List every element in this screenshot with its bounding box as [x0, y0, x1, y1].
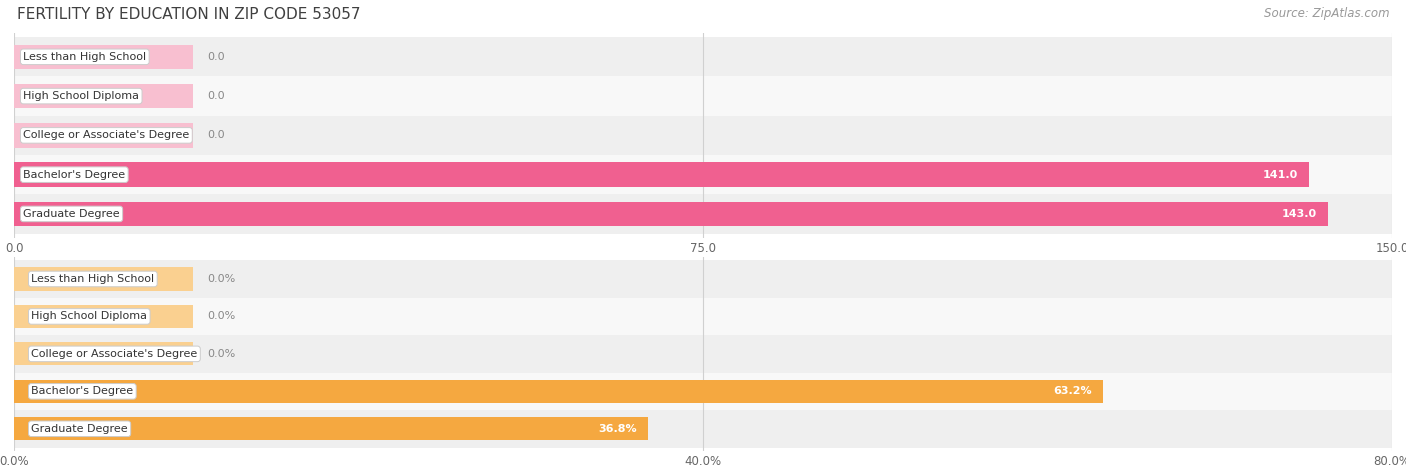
Text: 0.0%: 0.0% — [207, 312, 235, 322]
Bar — [14, 305, 193, 328]
Bar — [14, 76, 1392, 116]
Bar — [14, 202, 1327, 226]
Bar — [14, 298, 1392, 335]
Bar — [14, 417, 648, 440]
Text: 141.0: 141.0 — [1263, 170, 1298, 180]
Text: FERTILITY BY EDUCATION IN ZIP CODE 53057: FERTILITY BY EDUCATION IN ZIP CODE 53057 — [17, 7, 360, 22]
Text: 0.0: 0.0 — [207, 130, 225, 141]
Text: 0.0%: 0.0% — [207, 349, 235, 359]
Bar — [14, 162, 1309, 187]
Text: 0.0: 0.0 — [207, 52, 225, 62]
Bar — [14, 123, 193, 148]
Text: Less than High School: Less than High School — [31, 274, 155, 284]
Text: Source: ZipAtlas.com: Source: ZipAtlas.com — [1264, 7, 1389, 20]
Bar — [14, 372, 1392, 410]
Text: High School Diploma: High School Diploma — [31, 312, 148, 322]
Bar — [14, 84, 193, 108]
Text: Less than High School: Less than High School — [24, 52, 146, 62]
Bar — [14, 37, 1392, 76]
Text: 36.8%: 36.8% — [598, 424, 637, 434]
Bar — [14, 267, 193, 291]
Text: Graduate Degree: Graduate Degree — [24, 209, 120, 219]
Bar — [14, 116, 1392, 155]
Text: High School Diploma: High School Diploma — [24, 91, 139, 101]
Bar — [14, 335, 1392, 372]
Bar — [14, 342, 193, 365]
Text: College or Associate's Degree: College or Associate's Degree — [24, 130, 190, 141]
Bar — [14, 155, 1392, 194]
Bar — [14, 260, 1392, 298]
Bar — [14, 410, 1392, 447]
Text: Bachelor's Degree: Bachelor's Degree — [24, 170, 125, 180]
Text: Bachelor's Degree: Bachelor's Degree — [31, 386, 134, 396]
Bar — [14, 380, 1102, 403]
Text: 63.2%: 63.2% — [1053, 386, 1091, 396]
Text: 143.0: 143.0 — [1281, 209, 1316, 219]
Text: 0.0: 0.0 — [207, 91, 225, 101]
Bar — [14, 45, 193, 69]
Bar — [14, 194, 1392, 234]
Text: 0.0%: 0.0% — [207, 274, 235, 284]
Text: College or Associate's Degree: College or Associate's Degree — [31, 349, 197, 359]
Text: Graduate Degree: Graduate Degree — [31, 424, 128, 434]
